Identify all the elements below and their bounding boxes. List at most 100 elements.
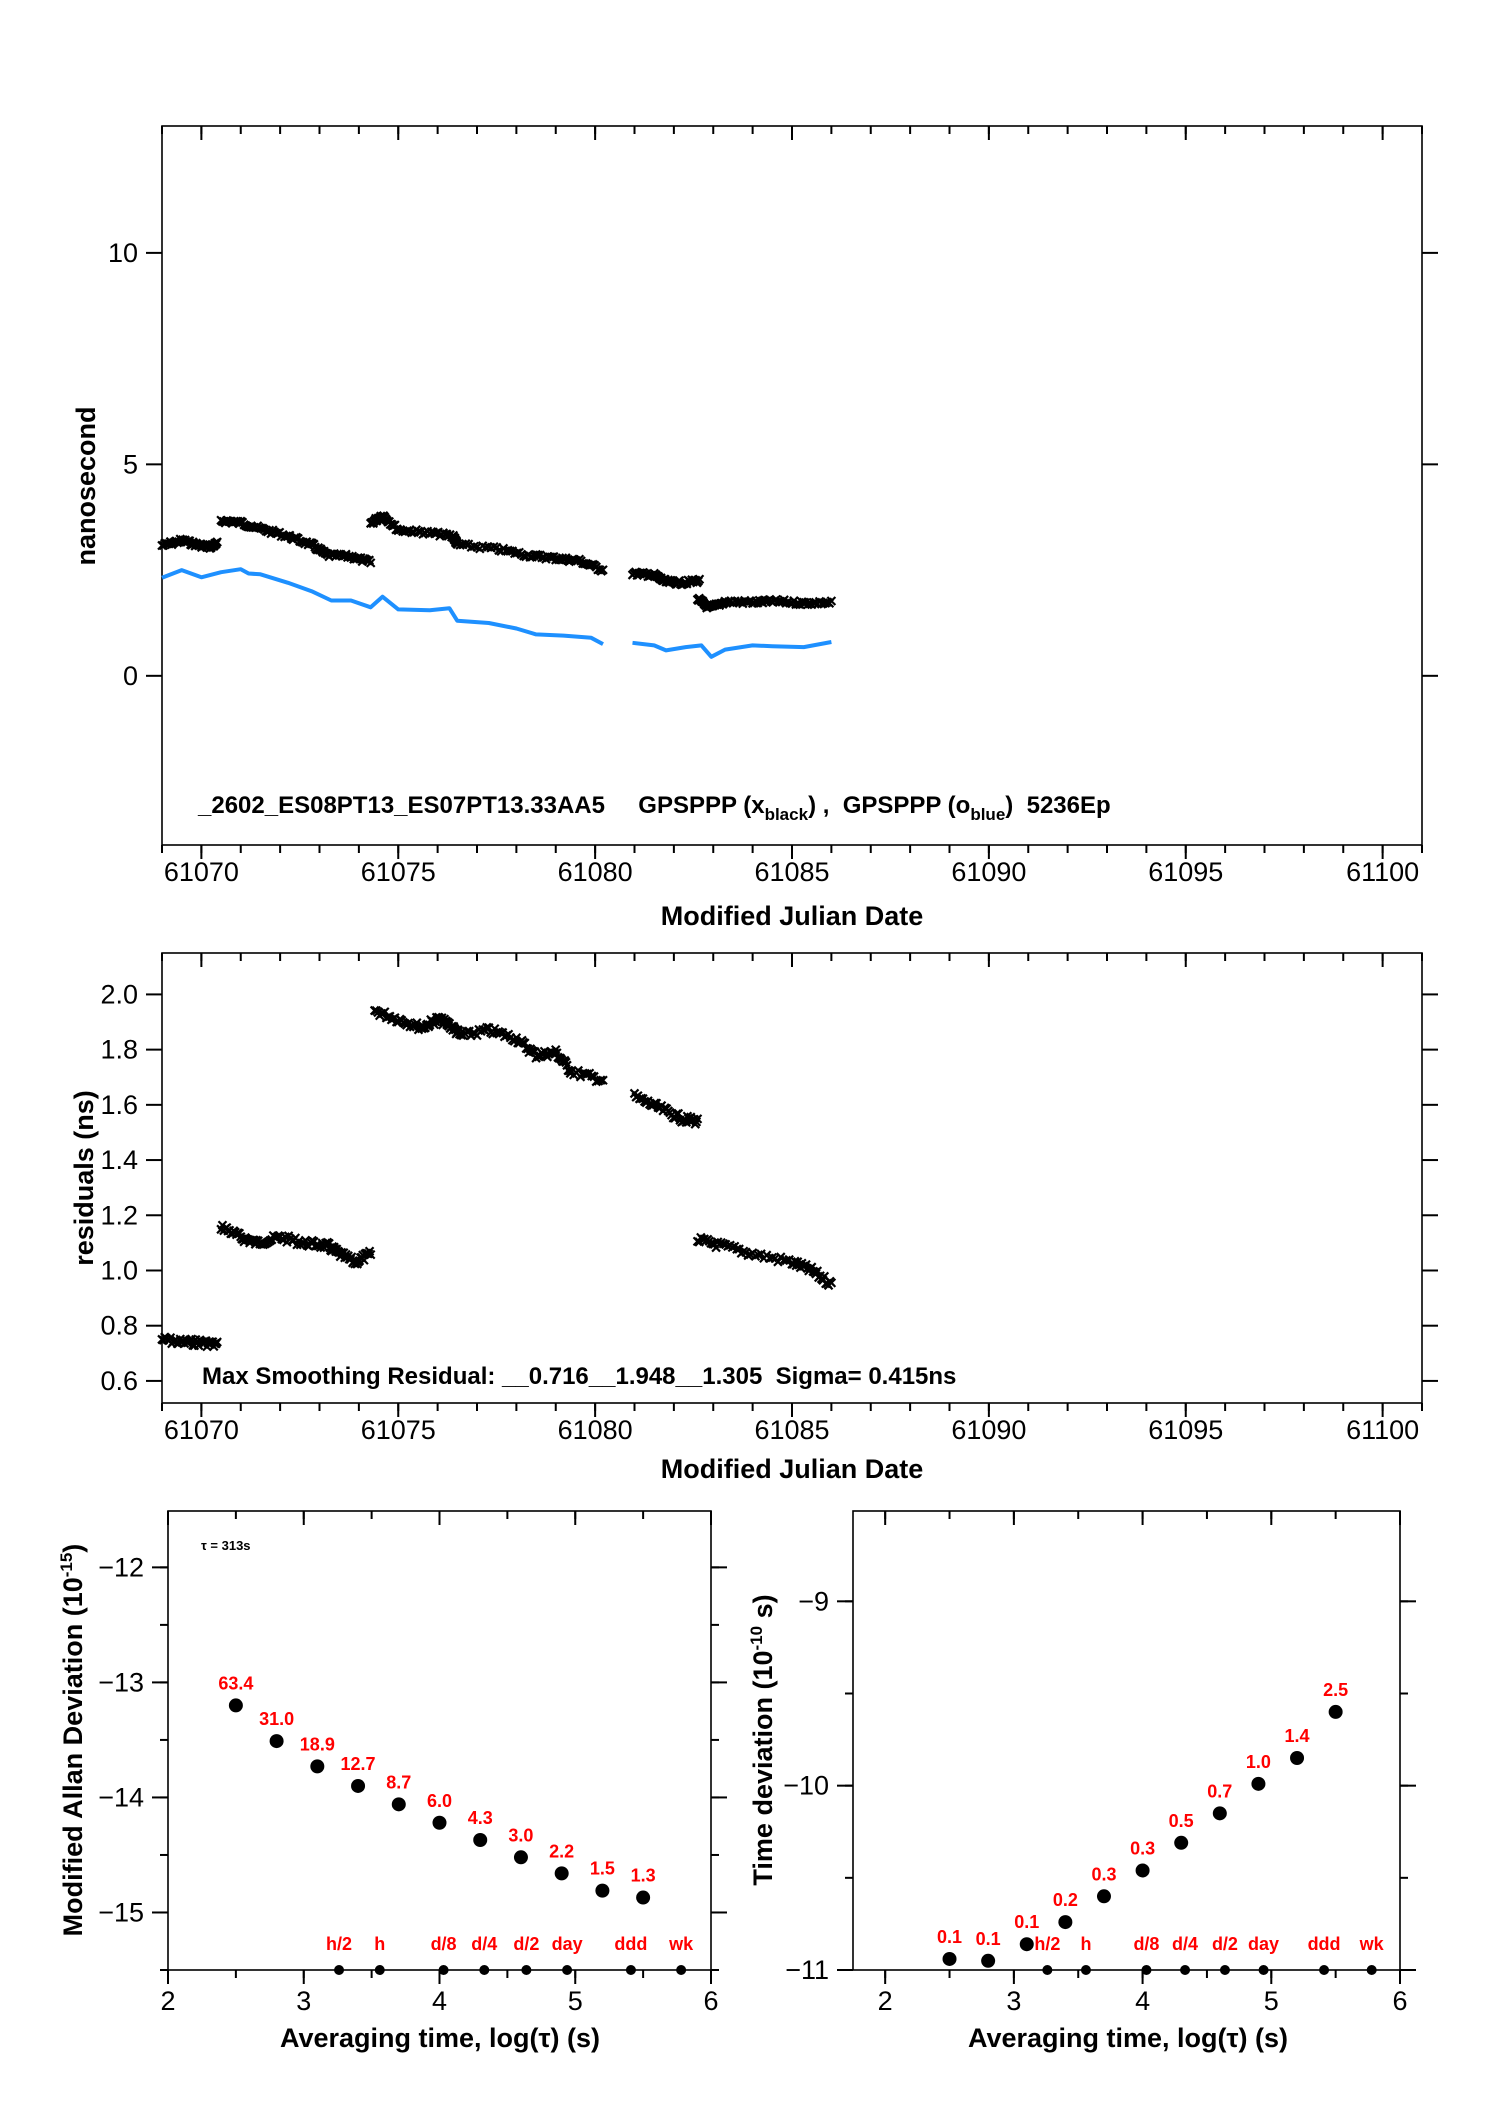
residuals-y-tick-label: 0.6	[100, 1366, 138, 1396]
time-dev-interval-label: d/2	[1212, 1934, 1238, 1954]
mod-allan-data-point	[432, 1815, 447, 1830]
time-series-plot-frame	[161, 125, 1423, 846]
time-dev-data-label: 0.3	[1091, 1864, 1116, 1884]
residuals-x-marker	[598, 1075, 608, 1086]
residuals-x-marker	[365, 1249, 376, 1260]
mod-allan-interval-marker	[676, 1965, 687, 1975]
mod-allan-data-point	[351, 1778, 366, 1793]
time-dev-data-label: 0.1	[1014, 1912, 1039, 1932]
mod-allan-data-point	[636, 1890, 651, 1905]
mod-allan-data-label: 18.9	[300, 1734, 335, 1754]
residuals-y-tick-label: 0.8	[100, 1311, 138, 1341]
legend-mid: ) , GPSPPP (o	[808, 792, 970, 819]
mod-allan-interval-label: wk	[668, 1934, 694, 1954]
residuals-x-tick-label: 61090	[951, 1415, 1026, 1445]
mod-allan-data-point	[595, 1883, 610, 1898]
mod-allan-data-point	[554, 1866, 569, 1881]
residuals-annotation: Max Smoothing Residual: __0.716__1.948__…	[202, 1363, 956, 1390]
mod-allan-ylabel: Modified Allan Deviation (10-15)	[57, 1544, 88, 1937]
time-series-x-marker	[469, 541, 479, 552]
time-dev-interval-marker	[1319, 1965, 1330, 1975]
residuals-panel: residuals (ns) Modified Julian Date Max …	[69, 952, 1438, 1484]
time-dev-data-label: 0.1	[976, 1929, 1001, 1949]
mod-allan-interval-label: ddd	[614, 1934, 647, 1954]
time-series-blue-series-line	[161, 567, 604, 646]
mod-allan-ylabel-sup: -15	[57, 1553, 76, 1578]
residuals-y-tick-label: 1.4	[100, 1145, 138, 1175]
residuals-y-tick-label: 1.0	[100, 1255, 138, 1285]
time-dev-ylabel-end: s)	[748, 1594, 778, 1626]
mod-allan-y-tick-label: −14	[98, 1782, 144, 1812]
time-dev-plot-frame	[852, 1510, 1401, 1971]
time-dev-data-point	[1096, 1889, 1111, 1904]
mod-allan-interval-label: day	[552, 1934, 583, 1954]
mod-allan-interval-label: d/8	[431, 1934, 457, 1954]
mod-allan-data-label: 63.4	[218, 1673, 253, 1693]
mod-allan-interval-label: h/2	[326, 1934, 352, 1954]
residuals-x-tick-label: 61085	[754, 1415, 829, 1445]
residuals-y-tick-label: 2.0	[100, 979, 138, 1009]
residuals-x-marker	[753, 1250, 764, 1260]
residuals-y-tick-label: 1.2	[100, 1200, 138, 1230]
time-dev-interval-label: d/4	[1172, 1934, 1198, 1954]
mod-allan-interval-label: d/4	[471, 1934, 497, 1954]
residuals-x-marker	[718, 1238, 729, 1249]
mod-allan-data-label: 6.0	[427, 1791, 452, 1811]
time-dev-data-label: 2.5	[1323, 1680, 1348, 1700]
time-dev-x-tick-label: 2	[878, 1986, 893, 2016]
mod-allan-y-tick-label: −13	[98, 1667, 144, 1697]
time-dev-x-tick-label: 3	[1006, 1986, 1021, 2016]
residuals-x-tick-label: 61075	[361, 1415, 436, 1445]
residuals-x-marker	[692, 1114, 703, 1124]
time-dev-data-label: 0.7	[1207, 1781, 1232, 1801]
time-series-x-tick-label: 61100	[1346, 857, 1419, 887]
residuals-y-tick-label: 1.6	[100, 1090, 138, 1120]
time-dev-x-tick-label: 6	[1392, 1986, 1407, 2016]
time-dev-x-tick-label: 4	[1135, 1986, 1150, 2016]
time-series-x-marker	[212, 537, 222, 547]
mod-allan-x-tick-label: 6	[703, 1986, 718, 2016]
time-series-x-tick-label: 61085	[754, 857, 829, 887]
time-series-x-marker	[694, 574, 705, 585]
time-dev-data-point	[1328, 1704, 1343, 1719]
time-dev-data-point	[1058, 1915, 1073, 1930]
legend-sub-blue: blue	[970, 805, 1005, 824]
residuals-y-tick-label: 1.8	[100, 1035, 138, 1065]
mod-allan-interval-marker	[479, 1965, 490, 1975]
mod-allan-interval-label: d/2	[513, 1934, 539, 1954]
legend-sub-black: black	[765, 805, 809, 824]
time-dev-data-label: 0.2	[1053, 1890, 1078, 1910]
time-dev-ylabel-sup: -10	[747, 1626, 766, 1651]
mod-allan-y-tick-label: −12	[98, 1552, 144, 1582]
residuals-x-tick-label: 61070	[164, 1415, 239, 1445]
time-series-x-tick-label: 61080	[558, 857, 633, 887]
time-series-x-tick-label: 61070	[164, 857, 239, 887]
time-series-y-tick-label: 0	[123, 661, 138, 691]
time-dev-interval-label: ddd	[1308, 1934, 1341, 1954]
time-dev-data-point	[1251, 1776, 1266, 1791]
mod-allan-x-tick-label: 3	[296, 1986, 311, 2016]
time-series-x-tick-label: 61090	[951, 857, 1026, 887]
time-dev-interval-marker	[1258, 1965, 1269, 1975]
time-dev-data-point	[1174, 1835, 1189, 1850]
time-dev-ylabel: Time deviation (10-10 s)	[747, 1594, 778, 1885]
legend-prefix: _2602_ES08PT13_ES07PT13.33AA5 GPSPPP (x	[197, 792, 765, 819]
time-dev-interval-marker	[1080, 1965, 1091, 1975]
mod-allan-data-point	[228, 1698, 243, 1713]
time-dev-data-label: 0.5	[1169, 1811, 1194, 1831]
time-dev-interval-marker	[1366, 1965, 1377, 1975]
time-series-x-tick-label: 61075	[361, 857, 436, 887]
time-series-blue-series-line	[632, 640, 832, 659]
time-dev-interval-label: day	[1248, 1934, 1279, 1954]
residuals-ylabel: residuals (ns)	[69, 1090, 99, 1266]
time-series-y-tick-label: 10	[108, 238, 138, 268]
mod-allan-xlabel: Averaging time, log(τ) (s)	[280, 2023, 600, 2053]
legend-suffix: ) 5236Ep	[1005, 792, 1110, 819]
residuals-x-tick-label: 61080	[558, 1415, 633, 1445]
time-series-legend-annotation: _2602_ES08PT13_ES07PT13.33AA5 GPSPPP (xb…	[197, 792, 1111, 824]
time-dev-interval-label: wk	[1359, 1934, 1385, 1954]
time-dev-interval-label: d/8	[1133, 1934, 1159, 1954]
residuals-x-marker	[595, 1075, 606, 1085]
time-dev-xlabel: Averaging time, log(τ) (s)	[968, 2023, 1288, 2053]
mod-allan-data-point	[269, 1734, 284, 1749]
